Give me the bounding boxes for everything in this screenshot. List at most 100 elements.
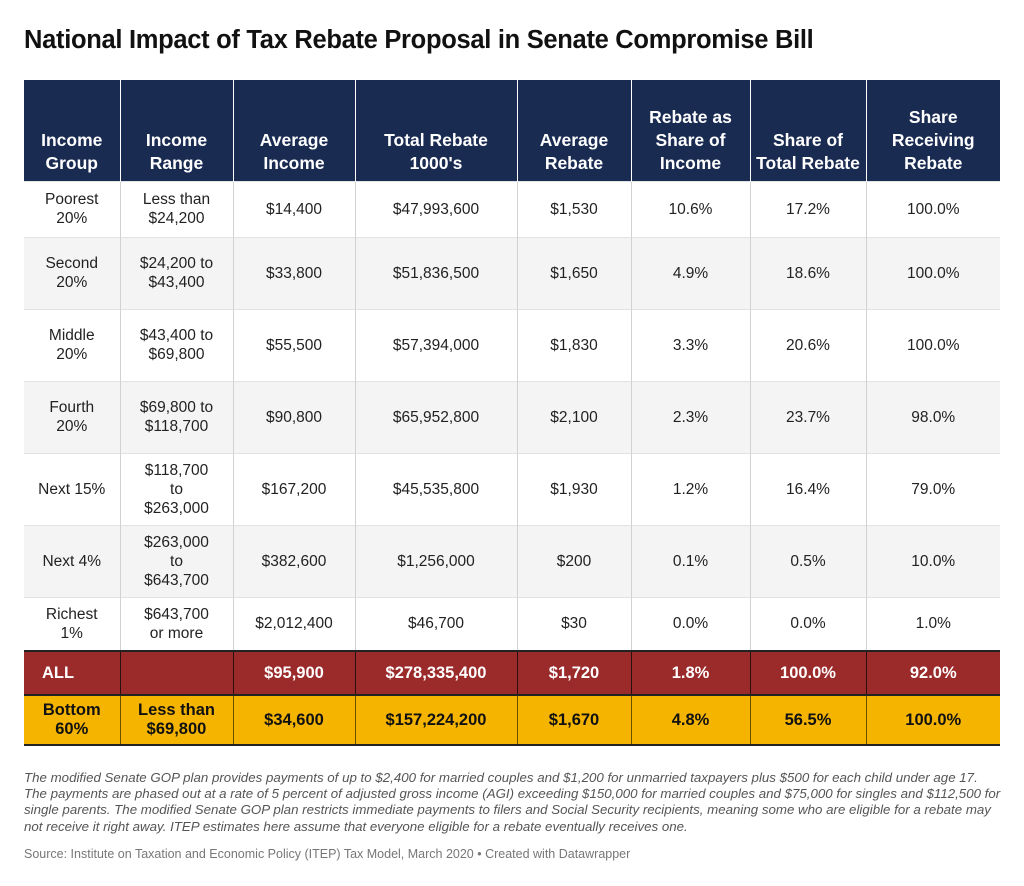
table-row: Poorest 20% Less than $24,200 $14,400 $47,9…	[24, 180, 1000, 237]
cell-income-range: Less than $69,800	[119, 694, 233, 746]
cell-average-income: $382,600	[232, 524, 355, 597]
cell-text: $95,900	[264, 663, 324, 682]
cell-text: Less than $69,800	[137, 701, 216, 738]
cell-share-receiving: 100.0%	[865, 308, 1000, 381]
cell-text: $1,650	[550, 264, 598, 282]
cell-share-of-total: 0.5%	[749, 524, 866, 597]
cell-text: $157,224,200	[385, 710, 487, 729]
cell-text: $167,200	[261, 480, 327, 498]
cell-average-income: $95,900	[232, 650, 355, 695]
cell-average-rebate: $1,530	[516, 180, 631, 237]
cell-total-rebate: $46,700	[354, 596, 517, 651]
table-row: Second 20% $24,200 to $43,400 $33,800 $51,8…	[24, 236, 1000, 309]
cell-text: Fourth 20%	[49, 399, 95, 435]
cell-text: $33,800	[265, 264, 323, 282]
table-row: Next 4% $263,000 to $643,700 $382,600 $1,25…	[24, 524, 1000, 597]
cell-text: ALL	[42, 663, 75, 682]
cell-average-income: $34,600	[232, 694, 355, 746]
cell-average-income: $90,800	[232, 380, 355, 453]
cell-text: $643,700 or more	[144, 605, 209, 642]
cell-text: $1,930	[550, 480, 598, 498]
cell-text: 1.8%	[671, 663, 710, 682]
cell-share-of-total: 17.2%	[749, 180, 866, 237]
cell-share-of-income: 2.3%	[630, 380, 750, 453]
column-header: Average Income	[232, 80, 355, 181]
cell-share-receiving: 10.0%	[865, 524, 1000, 597]
cell-income-range: Less than $24,200	[119, 180, 233, 237]
cell-text: $24,200 to $43,400	[139, 255, 214, 291]
cell-share-of-income: 4.8%	[630, 694, 750, 746]
cell-income-range: $69,800 to $118,700	[119, 380, 233, 453]
cell-text: $43,400 to $69,800	[139, 327, 214, 363]
cell-text: Poorest 20%	[45, 191, 99, 227]
cell-text: Middle 20%	[48, 327, 95, 363]
cell-income-group: Next 4%	[24, 524, 120, 597]
cell-text: $278,335,400	[385, 663, 487, 682]
cell-text: $47,993,600	[392, 200, 480, 218]
cell-total-rebate: $65,952,800	[354, 380, 517, 453]
cell-text: 1.0%	[915, 615, 951, 633]
column-header: Income Group	[24, 80, 120, 181]
cell-total-rebate: $47,993,600	[354, 180, 517, 237]
cell-text: Richest 1%	[45, 605, 98, 642]
cell-text: $382,600	[261, 552, 327, 570]
cell-text: $1,830	[550, 336, 598, 354]
cell-text: 0.5%	[790, 552, 826, 570]
cell-income-group: ALL	[24, 650, 120, 695]
cell-income-range: $643,700 or more	[119, 596, 233, 651]
cell-text: $2,012,400	[255, 615, 333, 633]
cell-share-of-income: 3.3%	[630, 308, 750, 381]
cell-total-rebate: $51,836,500	[354, 236, 517, 309]
cell-share-of-total: 56.5%	[749, 694, 866, 746]
column-header: Share of Total Rebate	[749, 80, 866, 181]
cell-text: $51,836,500	[392, 264, 480, 282]
cell-text: $1,256,000	[397, 552, 475, 570]
cell-share-receiving: 79.0%	[865, 452, 1000, 525]
footnote: The modified Senate GOP plan provides pa…	[24, 770, 1001, 834]
cell-text: 20.6%	[786, 336, 830, 354]
cell-income-group: Middle 20%	[24, 308, 120, 381]
cell-text: 0.0%	[790, 615, 826, 633]
cell-share-receiving: 1.0%	[865, 596, 1000, 651]
cell-text: 92.0%	[909, 663, 957, 682]
cell-total-rebate: $57,394,000	[354, 308, 517, 381]
cell-text: 100.0%	[906, 336, 960, 354]
cell-text: 56.5%	[784, 710, 832, 729]
cell-average-rebate: $2,100	[516, 380, 631, 453]
cell-text: Bottom 60%	[42, 701, 101, 738]
cell-average-rebate: $1,930	[516, 452, 631, 525]
cell-text: $263,000 to $643,700	[144, 533, 209, 589]
cell-text: 10.0%	[911, 552, 956, 570]
cell-share-of-income: 10.6%	[630, 180, 750, 237]
cell-text: $1,670	[548, 710, 600, 729]
table-body: Poorest 20% Less than $24,200 $14,400 $47,9…	[24, 180, 1000, 746]
chart-title: National Impact of Tax Rebate Proposal i…	[24, 26, 814, 54]
cell-text: 16.4%	[786, 480, 830, 498]
cell-average-rebate: $1,830	[516, 308, 631, 381]
cell-text: 17.2%	[786, 200, 830, 218]
cell-average-rebate: $200	[516, 524, 631, 597]
cell-share-of-total: 23.7%	[749, 380, 866, 453]
cell-income-range: $263,000 to $643,700	[119, 524, 233, 597]
column-header: Average Rebate	[516, 80, 631, 181]
cell-text: $1,720	[548, 663, 600, 682]
cell-text: 0.1%	[672, 552, 709, 570]
cell-share-of-total: 16.4%	[749, 452, 866, 525]
cell-text: 4.8%	[671, 710, 710, 729]
cell-text: Second 20%	[45, 255, 99, 291]
table-row: Middle 20% $43,400 to $69,800 $55,500 $57,3…	[24, 308, 1000, 381]
cell-share-of-total: 18.6%	[749, 236, 866, 309]
cell-share-receiving: 100.0%	[865, 180, 1000, 237]
cell-text: 100.0%	[905, 710, 962, 729]
cell-text: $46,700	[407, 615, 465, 633]
cell-share-receiving: 100.0%	[865, 236, 1000, 309]
cell-text: $69,800 to $118,700	[139, 399, 214, 435]
column-header: Total Rebate 1000's	[354, 80, 517, 181]
cell-text: 100.0%	[780, 663, 836, 682]
cell-text: 10.6%	[668, 200, 713, 218]
cell-average-income: $14,400	[232, 180, 355, 237]
cell-share-of-income: 1.8%	[630, 650, 750, 695]
column-header: Rebate as Share of Income	[630, 80, 750, 181]
cell-total-rebate: $157,224,200	[354, 694, 517, 746]
table-row: Next 15% $118,700 to $263,000 $167,200 $45,…	[24, 452, 1000, 525]
